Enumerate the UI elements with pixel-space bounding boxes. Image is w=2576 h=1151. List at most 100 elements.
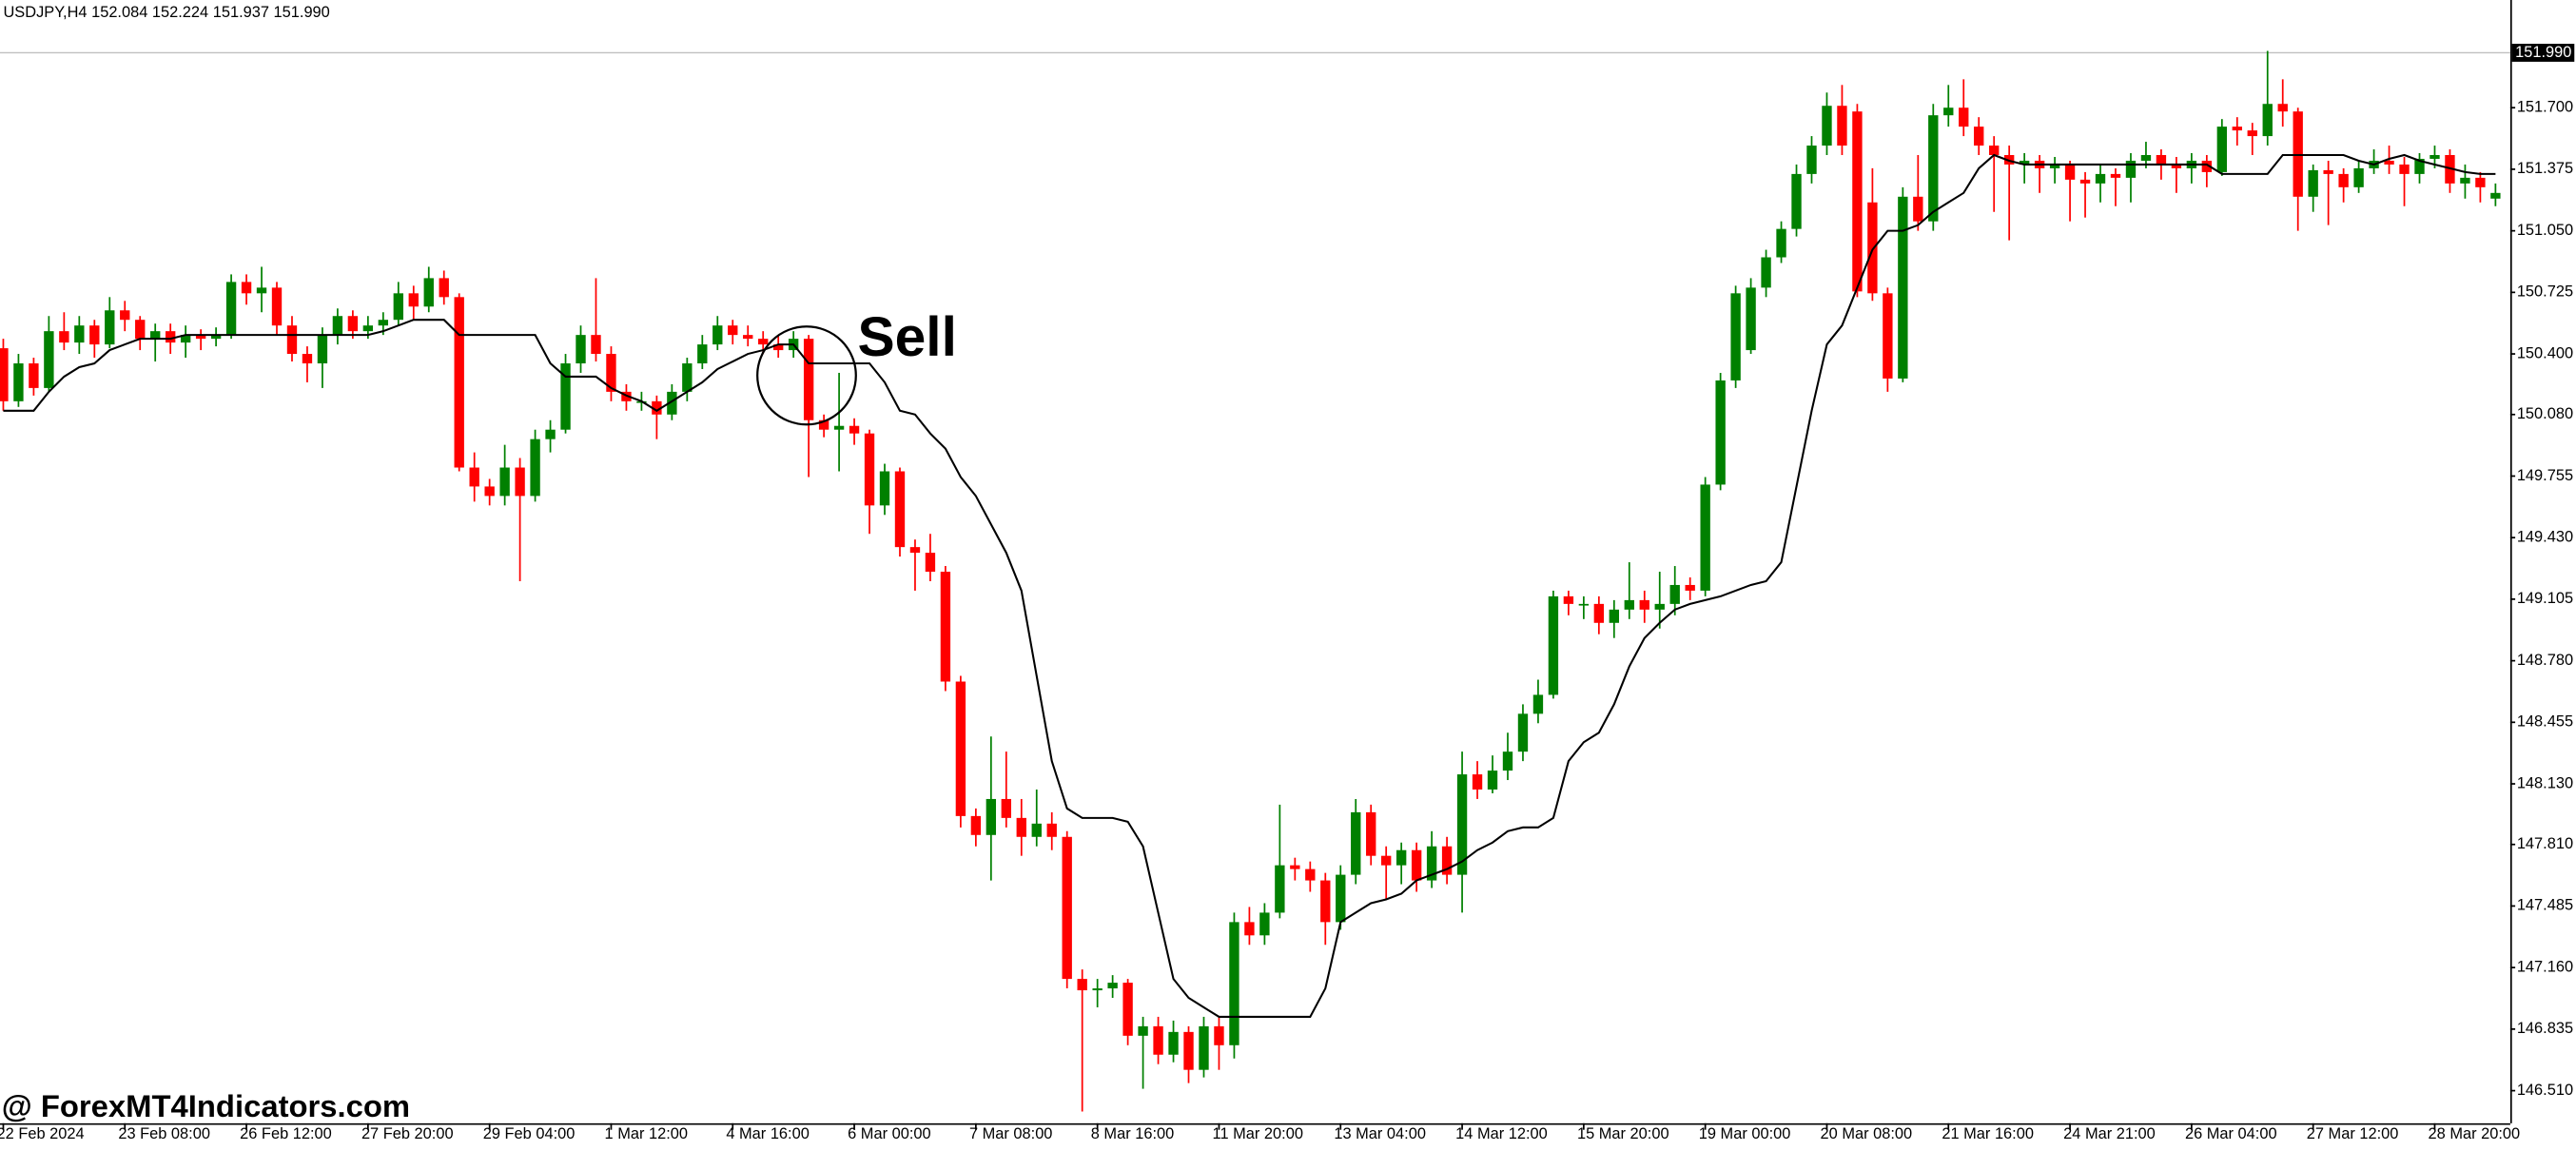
y-tick-label: 151.375 — [2517, 160, 2573, 177]
candle-body — [2460, 177, 2470, 184]
candle-body — [879, 471, 890, 506]
candle-body — [1366, 811, 1376, 856]
sell-circle — [756, 325, 857, 426]
candle-body — [1730, 293, 1741, 380]
candle-body — [712, 325, 723, 345]
current-price-tag — [2511, 44, 2575, 62]
x-tick-label: 14 Mar 12:00 — [1455, 1125, 1548, 1142]
y-tick-label: 150.400 — [2517, 344, 2573, 361]
candle-body — [2399, 164, 2410, 174]
candle-body — [667, 391, 677, 415]
candle-body — [2064, 164, 2076, 180]
candle-body — [1487, 771, 1498, 790]
candle-body — [803, 339, 814, 420]
candle-body — [2262, 104, 2273, 137]
candle-body — [29, 363, 39, 388]
candle-body — [484, 486, 495, 497]
candle-body — [1502, 751, 1513, 771]
x-tick-label: 1 Mar 12:00 — [605, 1125, 688, 1142]
x-tick-label: 11 Mar 20:00 — [1213, 1125, 1303, 1142]
candle-body — [773, 344, 784, 351]
candle-body — [13, 363, 24, 401]
candle-body — [1351, 811, 1361, 875]
x-tick-label: 26 Mar 04:00 — [2185, 1125, 2277, 1142]
candle-body — [1715, 380, 1726, 485]
candle-body — [408, 293, 419, 307]
candle-body — [332, 316, 343, 336]
x-tick-label: 21 Mar 16:00 — [1942, 1125, 2034, 1142]
candle-body — [1654, 603, 1665, 610]
candle-body — [1001, 798, 1011, 818]
candle-body — [682, 363, 693, 392]
candle-body — [393, 293, 403, 321]
candle-body — [1411, 849, 1422, 881]
candle-body — [286, 325, 298, 355]
y-tick-label: 146.835 — [2517, 1020, 2573, 1037]
candle-body — [1305, 868, 1316, 881]
x-tick-label: 27 Feb 20:00 — [361, 1125, 454, 1142]
candle-body — [1639, 599, 1649, 610]
candle-body — [362, 325, 374, 332]
candle-body — [1776, 228, 1786, 258]
candle-body — [1806, 146, 1817, 174]
candle-body — [515, 467, 525, 497]
candle-body — [423, 278, 434, 307]
candle-body — [1548, 595, 1559, 695]
candle-body — [1837, 106, 1847, 146]
plot-area — [0, 50, 2510, 1112]
candle-body — [1472, 774, 1483, 790]
candle-body — [1092, 988, 1103, 991]
y-tick-label: 148.130 — [2517, 774, 2573, 791]
candle-body — [1928, 115, 1939, 222]
candle-body — [2475, 177, 2486, 187]
candle-body — [165, 331, 176, 343]
candle-body — [986, 798, 997, 835]
x-tick-label: 19 Mar 00:00 — [1699, 1125, 1791, 1142]
candle-body — [256, 287, 267, 294]
x-tick-label: 15 Mar 20:00 — [1577, 1125, 1669, 1142]
chart-header: USDJPY,H4 152.084 152.224 151.937 151.99… — [3, 4, 329, 21]
candle-body — [970, 815, 982, 835]
candle-body — [1532, 694, 1544, 714]
x-tick-label: 20 Mar 08:00 — [1821, 1125, 1913, 1142]
candle-body — [150, 331, 161, 340]
candle-body — [1852, 111, 1863, 292]
candle-body — [469, 467, 479, 487]
candle-body — [940, 572, 951, 682]
candle-body — [180, 335, 191, 343]
y-tick-label: 150.080 — [2517, 405, 2573, 422]
candle-body — [1669, 584, 1680, 604]
candle-body — [1395, 849, 1407, 866]
candle-body — [1959, 107, 1969, 127]
candle-body — [1898, 196, 1908, 379]
candle-body — [1077, 979, 1087, 991]
candle-body — [955, 681, 966, 816]
candle-body — [576, 335, 586, 364]
candle-body — [1336, 874, 1346, 923]
candle-body — [225, 282, 237, 336]
candle-body — [1609, 609, 1619, 623]
candle-body — [2338, 173, 2349, 187]
candle-body — [1107, 983, 1118, 989]
candle-body — [1913, 196, 1923, 222]
candle-body — [606, 354, 616, 392]
candle-body — [1426, 846, 1437, 881]
x-tick-label: 28 Mar 20:00 — [2429, 1125, 2521, 1142]
candle-body — [1031, 823, 1042, 837]
candle-body — [2384, 160, 2394, 165]
candle-body — [302, 354, 313, 364]
candle-body — [2430, 154, 2440, 159]
candle-body — [1122, 983, 1133, 1036]
candle-body — [1867, 202, 1878, 294]
candle-body — [1275, 865, 1285, 913]
candle-body — [271, 287, 283, 326]
candle-body — [849, 425, 860, 434]
candle-body — [1989, 146, 2000, 155]
candle-body — [833, 425, 845, 430]
candle-body — [2019, 160, 2030, 165]
candle-body — [89, 325, 100, 345]
candle-body — [1259, 912, 1270, 936]
candle-body — [120, 310, 130, 321]
x-tick-label: 23 Feb 08:00 — [118, 1125, 210, 1142]
candle-body — [545, 429, 556, 439]
